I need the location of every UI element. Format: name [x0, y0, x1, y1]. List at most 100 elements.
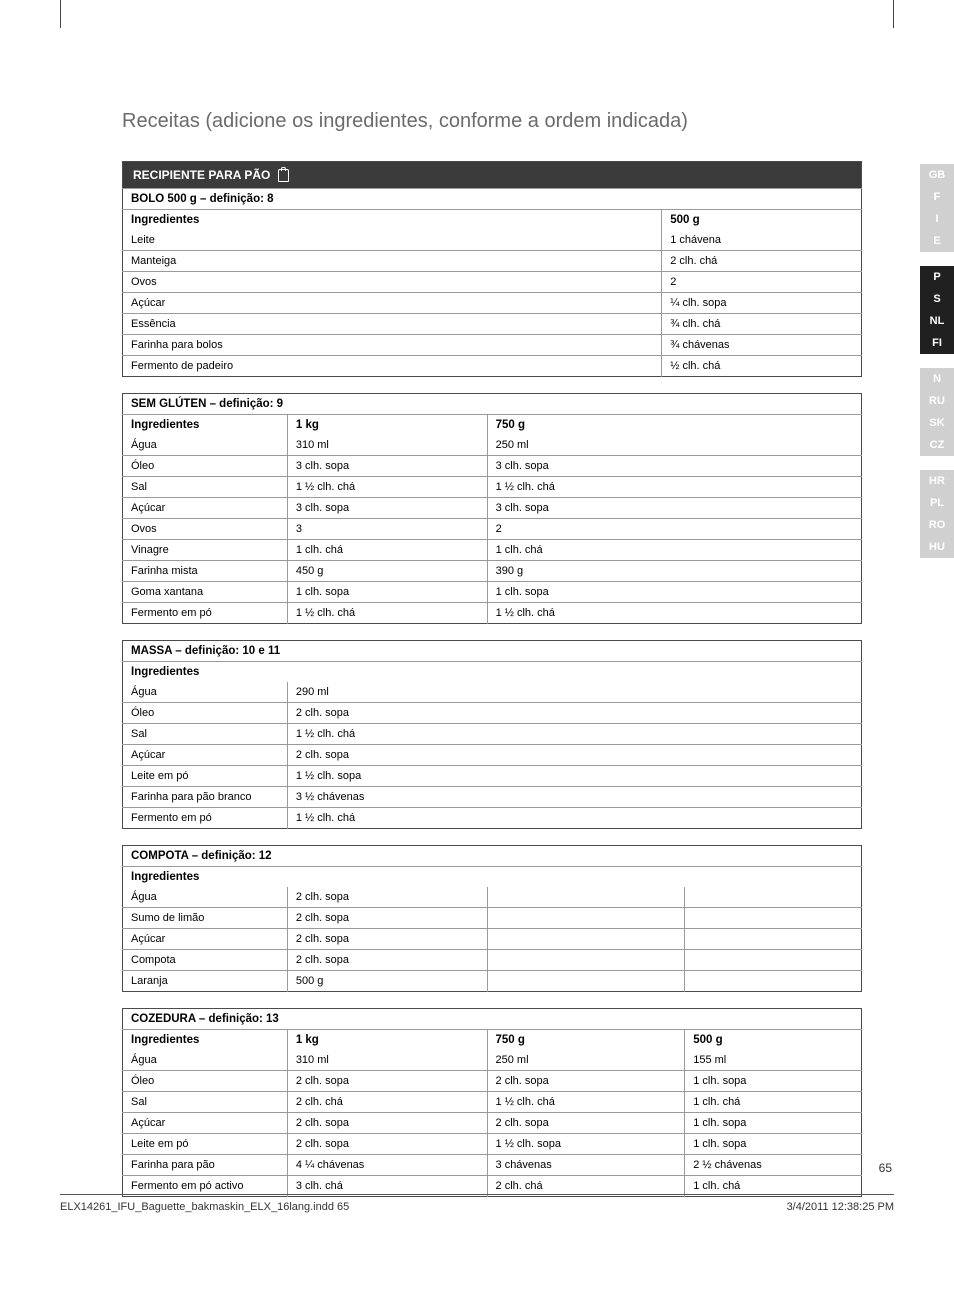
table-cell: 2 clh. sopa: [287, 745, 861, 766]
table-cell: Ovos: [123, 272, 662, 293]
recipe-table-compota: COMPOTA – definição: 12 Ingredientes Águ…: [122, 845, 862, 992]
col-header: Ingredientes: [123, 1030, 288, 1051]
col-header: 750 g: [487, 415, 861, 436]
table-cell: 1 clh. sopa: [487, 582, 861, 603]
table-cell: 290 ml: [287, 682, 861, 703]
table-cell: 1 ½ clh. chá: [287, 724, 861, 745]
table-subbanner: BOLO 500 g – definição: 8: [123, 189, 862, 210]
table-header-row: Ingredientes1 kg750 g: [123, 415, 862, 436]
table-cell: Açúcar: [123, 929, 288, 950]
table-cell: Leite em pó: [123, 1134, 288, 1155]
lang-tab-cz[interactable]: CZ: [920, 434, 954, 456]
table-row: Água310 ml250 ml155 ml: [123, 1050, 862, 1071]
page-number: 65: [879, 1161, 892, 1175]
col-header: 1 kg: [287, 1030, 487, 1051]
banner-text: RECIPIENTE PARA PÃO: [133, 168, 270, 182]
table-cell: 310 ml: [287, 1050, 487, 1071]
lang-tab-fi[interactable]: FI: [920, 332, 954, 354]
table-banner: RECIPIENTE PARA PÃO: [123, 162, 862, 189]
lang-tab-i[interactable]: I: [920, 208, 954, 230]
table-row: Açúcar3 clh. sopa3 clh. sopa: [123, 498, 862, 519]
table-cell: Compota: [123, 950, 288, 971]
table-cell: [685, 929, 862, 950]
footer-left: ELX14261_IFU_Baguette_bakmaskin_ELX_16la…: [60, 1201, 349, 1213]
table-cell: 1 ½ clh. chá: [487, 477, 861, 498]
table-row: Óleo2 clh. sopa2 clh. sopa1 clh. sopa: [123, 1071, 862, 1092]
table-body: Água310 ml250 mlÓleo3 clh. sopa3 clh. so…: [123, 435, 862, 624]
table-cell: 1 ½ clh. chá: [287, 603, 487, 624]
table-cell: Vinagre: [123, 540, 288, 561]
table-cell: 1 clh. sopa: [287, 582, 487, 603]
table-cell: 3 clh. sopa: [487, 498, 861, 519]
table-row: Açúcar¼ clh. sopa: [123, 293, 862, 314]
table-cell: 1 clh. chá: [287, 540, 487, 561]
col-header: Ingredientes: [123, 662, 862, 683]
lang-tab-ro[interactable]: RO: [920, 514, 954, 536]
table-row: Leite em pó2 clh. sopa1 ½ clh. sopa1 clh…: [123, 1134, 862, 1155]
table-cell: Açúcar: [123, 745, 288, 766]
table-cell: Água: [123, 887, 288, 908]
page-title: Receitas (adicione os ingredientes, conf…: [122, 110, 894, 133]
table-row: Água2 clh. sopa: [123, 887, 862, 908]
table-body: Água310 ml250 ml155 mlÓleo2 clh. sopa2 c…: [123, 1050, 862, 1197]
table-cell: Óleo: [123, 456, 288, 477]
table-cell: Açúcar: [123, 498, 288, 519]
table-cell: ½ clh. chá: [662, 356, 862, 377]
table-cell: Sal: [123, 724, 288, 745]
lang-tab-hr[interactable]: HR: [920, 470, 954, 492]
table-row: Ovos2: [123, 272, 862, 293]
table-cell: 2: [662, 272, 862, 293]
table-cell: 3 ½ chávenas: [287, 787, 861, 808]
table-cell: Farinha para pão branco: [123, 787, 288, 808]
table-cell: 1 clh. chá: [487, 540, 861, 561]
table-row: Fermento em pó1 ½ clh. chá: [123, 808, 862, 829]
table-row: Laranja500 g: [123, 971, 862, 992]
table-cell: 2 clh. sopa: [487, 1113, 685, 1134]
table-row: Açúcar2 clh. sopa2 clh. sopa1 clh. sopa: [123, 1113, 862, 1134]
table-cell: 310 ml: [287, 435, 487, 456]
table-cell: 2 clh. sopa: [287, 1113, 487, 1134]
table-header-row: Ingredientes: [123, 867, 862, 888]
lang-tab-ru[interactable]: RU: [920, 390, 954, 412]
footer: ELX14261_IFU_Baguette_bakmaskin_ELX_16la…: [60, 1194, 894, 1213]
lang-tab-n[interactable]: N: [920, 368, 954, 390]
lang-tab-gb[interactable]: GB: [920, 164, 954, 186]
table-cell: Farinha para pão: [123, 1155, 288, 1176]
table-cell: 1 clh. sopa: [685, 1071, 862, 1092]
table-cell: ¾ clh. chá: [662, 314, 862, 335]
table-cell: 250 ml: [487, 435, 861, 456]
table-row: Leite1 chávena: [123, 230, 862, 251]
bread-pan-icon: [278, 169, 289, 182]
table-row: Água290 ml: [123, 682, 862, 703]
lang-tab-e[interactable]: E: [920, 230, 954, 252]
table-cell: 2 clh. chá: [662, 251, 862, 272]
table-cell: 250 ml: [487, 1050, 685, 1071]
table-cell: 3 clh. sopa: [487, 456, 861, 477]
table-row: Açúcar2 clh. sopa: [123, 929, 862, 950]
table-row: Farinha para bolos¾ chávenas: [123, 335, 862, 356]
lang-tab-sk[interactable]: SK: [920, 412, 954, 434]
table-cell: Água: [123, 1050, 288, 1071]
lang-tab-nl[interactable]: NL: [920, 310, 954, 332]
lang-tab-f[interactable]: F: [920, 186, 954, 208]
table-cell: 1 chávena: [662, 230, 862, 251]
table-header-row: Ingredientes500 g: [123, 210, 862, 231]
col-header: 500 g: [662, 210, 862, 231]
lang-tab-pl[interactable]: PL: [920, 492, 954, 514]
table-cell: Fermento em pó: [123, 808, 288, 829]
table-subbanner: SEM GLÚTEN – definição: 9: [123, 394, 862, 415]
table-cell: 2: [487, 519, 861, 540]
table-row: Sal2 clh. chá1 ½ clh. chá1 clh. chá: [123, 1092, 862, 1113]
table-row: Farinha para pão4 ¼ chávenas3 chávenas2 …: [123, 1155, 862, 1176]
crop-mark-tr-v: [893, 0, 894, 28]
table-cell: Óleo: [123, 703, 288, 724]
table-cell: 450 g: [287, 561, 487, 582]
lang-tab-p[interactable]: P: [920, 266, 954, 288]
col-header: 750 g: [487, 1030, 685, 1051]
lang-tab-s[interactable]: S: [920, 288, 954, 310]
table-cell: Leite: [123, 230, 662, 251]
table-row: Ovos32: [123, 519, 862, 540]
table-row: Fermento em pó1 ½ clh. chá1 ½ clh. chá: [123, 603, 862, 624]
lang-tab-hu[interactable]: HU: [920, 536, 954, 558]
table-cell: 3 chávenas: [487, 1155, 685, 1176]
